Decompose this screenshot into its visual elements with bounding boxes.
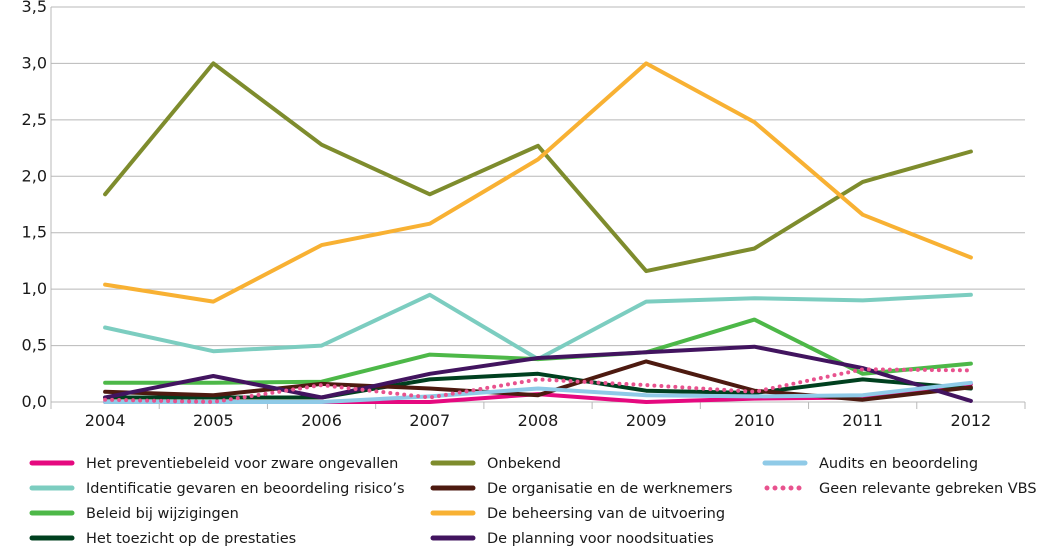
y-tick-label: 1,0	[22, 279, 47, 298]
x-tick-label: 2008	[518, 411, 559, 430]
series-line-4	[103, 371, 973, 400]
series-lines	[103, 61, 973, 404]
x-tick-label: 2004	[85, 411, 126, 430]
legend-label: Onbekend	[487, 456, 561, 472]
legend-label: De beheersing van de uitvoering	[487, 506, 725, 522]
series-line-2	[103, 292, 973, 362]
x-tick-label: 2010	[734, 411, 775, 430]
legend-label: De organisatie en de werknemers	[487, 481, 733, 497]
x-axis: 2004 2005 2006 2007 2008 2009 2010 2011 2012	[50, 401, 1026, 430]
legend: Het preventiebeleid voor zware ongevalle…	[29, 456, 1037, 547]
x-tick-label: 2009	[626, 411, 667, 430]
x-tick-label: 2012	[951, 411, 992, 430]
legend-label: Identificatie gevaren en beoordeling ris…	[86, 481, 405, 497]
x-tick-label: 2011	[842, 411, 883, 430]
series-line-9	[103, 380, 973, 404]
y-tick-label: 0,0	[22, 392, 47, 411]
series-line-5	[103, 61, 973, 274]
x-tick-label: 2007	[409, 411, 450, 430]
series-line-10	[103, 367, 973, 404]
y-tick-label: 3,0	[22, 53, 47, 72]
y-axis: 0,0 0,5 1,0 1,5 2,0 2,5 3,0 3,5	[22, 0, 52, 411]
legend-label: Beleid bij wijzigingen	[86, 506, 239, 522]
legend-label: Audits en beoordeling	[819, 456, 978, 472]
series-line-7	[103, 61, 973, 304]
legend-label: Het toezicht op de prestaties	[86, 531, 296, 547]
y-tick-label: 2,0	[22, 166, 47, 185]
y-tick-label: 1,5	[22, 223, 47, 242]
legend-label: Geen relevante gebreken VBS	[819, 481, 1037, 497]
x-tick-label: 2005	[193, 411, 234, 430]
legend-label: Het preventiebeleid voor zware ongevalle…	[86, 456, 398, 472]
y-tick-label: 0,5	[22, 336, 47, 355]
y-tick-label: 2,5	[22, 110, 47, 129]
legend-label: De planning voor noodsituaties	[487, 531, 714, 547]
x-tick-label: 2006	[301, 411, 342, 430]
series-line-8	[103, 344, 973, 403]
y-tick-label: 3,5	[22, 0, 47, 16]
